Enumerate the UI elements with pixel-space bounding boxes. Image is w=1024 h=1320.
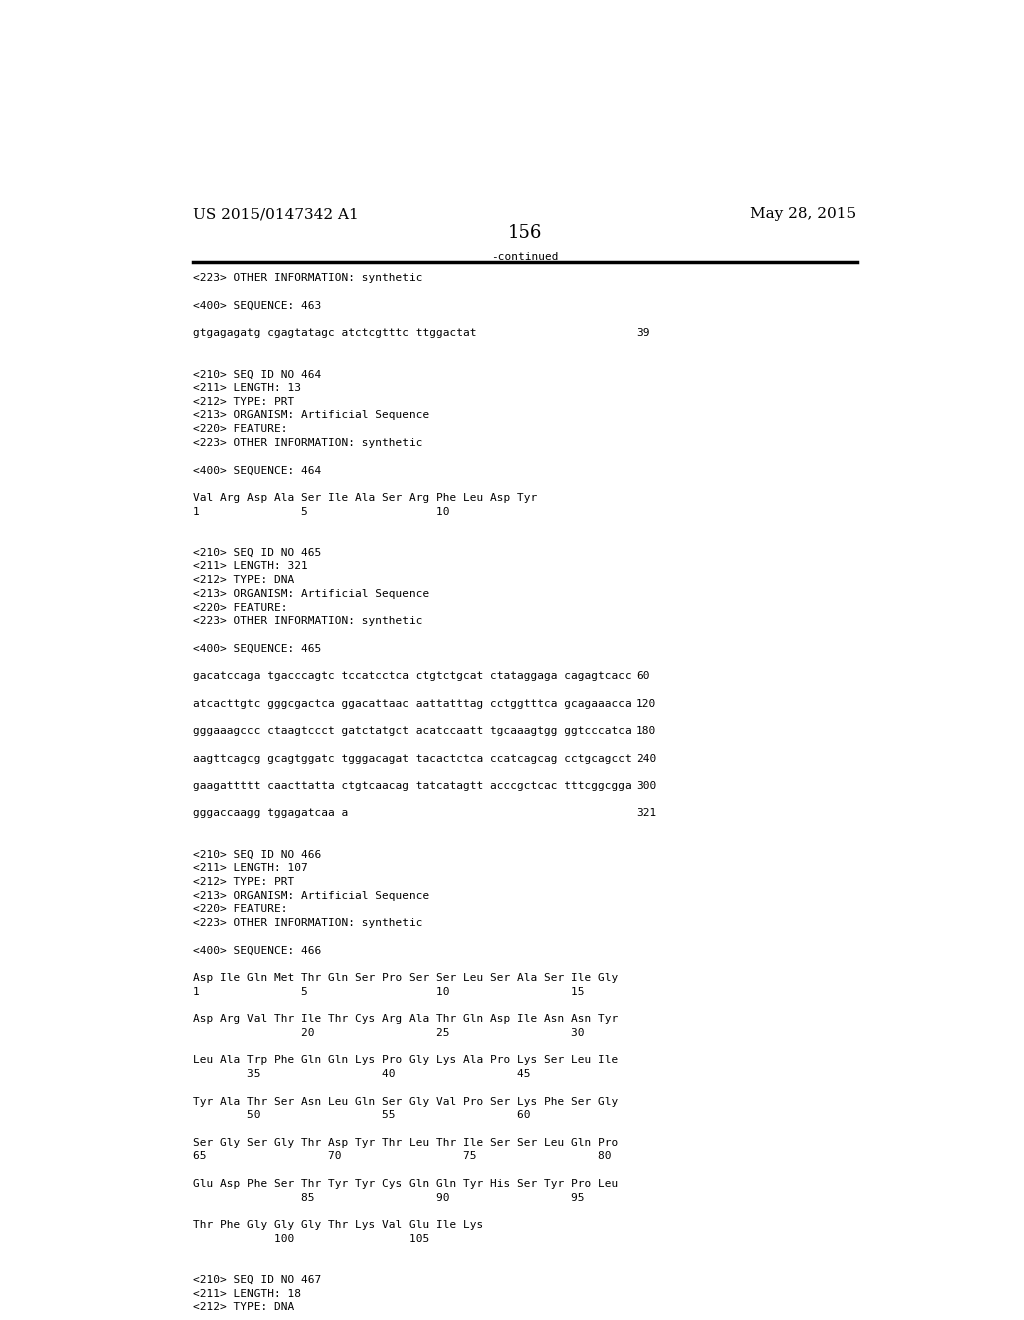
Text: 321: 321 <box>636 808 656 818</box>
Text: gtgagagatg cgagtatagc atctcgtttc ttggactat: gtgagagatg cgagtatagc atctcgtttc ttggact… <box>194 329 476 338</box>
Text: <210> SEQ ID NO 467: <210> SEQ ID NO 467 <box>194 1275 322 1284</box>
Text: Tyr Ala Thr Ser Asn Leu Gln Ser Gly Val Pro Ser Lys Phe Ser Gly: Tyr Ala Thr Ser Asn Leu Gln Ser Gly Val … <box>194 1097 618 1106</box>
Text: <211> LENGTH: 321: <211> LENGTH: 321 <box>194 561 308 572</box>
Text: <212> TYPE: PRT: <212> TYPE: PRT <box>194 397 294 407</box>
Text: gacatccaga tgacccagtc tccatcctca ctgtctgcat ctataggaga cagagtcacc: gacatccaga tgacccagtc tccatcctca ctgtctg… <box>194 671 632 681</box>
Text: <210> SEQ ID NO 464: <210> SEQ ID NO 464 <box>194 370 322 379</box>
Text: 85                  90                  95: 85 90 95 <box>194 1192 585 1203</box>
Text: 1               5                   10: 1 5 10 <box>194 507 450 516</box>
Text: Leu Ala Trp Phe Gln Gln Lys Pro Gly Lys Ala Pro Lys Ser Leu Ile: Leu Ala Trp Phe Gln Gln Lys Pro Gly Lys … <box>194 1056 618 1065</box>
Text: aagttcagcg gcagtggatc tgggacagat tacactctca ccatcagcag cctgcagcct: aagttcagcg gcagtggatc tgggacagat tacactc… <box>194 754 632 763</box>
Text: <213> ORGANISM: Artificial Sequence: <213> ORGANISM: Artificial Sequence <box>194 891 429 900</box>
Text: <400> SEQUENCE: 465: <400> SEQUENCE: 465 <box>194 644 322 653</box>
Text: <220> FEATURE:: <220> FEATURE: <box>194 424 288 434</box>
Text: -continued: -continued <box>492 252 558 261</box>
Text: 240: 240 <box>636 754 656 763</box>
Text: gaagattttt caacttatta ctgtcaacag tatcatagtt acccgctcac tttcggcgga: gaagattttt caacttatta ctgtcaacag tatcata… <box>194 781 632 791</box>
Text: 100                 105: 100 105 <box>194 1234 429 1243</box>
Text: 120: 120 <box>636 698 656 709</box>
Text: 35                  40                  45: 35 40 45 <box>194 1069 530 1078</box>
Text: 20                  25                  30: 20 25 30 <box>194 1028 585 1038</box>
Text: Glu Asp Phe Ser Thr Tyr Tyr Cys Gln Gln Tyr His Ser Tyr Pro Leu: Glu Asp Phe Ser Thr Tyr Tyr Cys Gln Gln … <box>194 1179 618 1189</box>
Text: <211> LENGTH: 18: <211> LENGTH: 18 <box>194 1288 301 1299</box>
Text: <212> TYPE: PRT: <212> TYPE: PRT <box>194 876 294 887</box>
Text: gggaccaagg tggagatcaa a: gggaccaagg tggagatcaa a <box>194 808 348 818</box>
Text: 1               5                   10                  15: 1 5 10 15 <box>194 987 585 997</box>
Text: gggaaagccc ctaagtccct gatctatgct acatccaatt tgcaaagtgg ggtcccatca: gggaaagccc ctaagtccct gatctatgct acatcca… <box>194 726 632 737</box>
Text: <220> FEATURE:: <220> FEATURE: <box>194 904 288 915</box>
Text: May 28, 2015: May 28, 2015 <box>751 207 856 222</box>
Text: US 2015/0147342 A1: US 2015/0147342 A1 <box>194 207 358 222</box>
Text: <223> OTHER INFORMATION: synthetic: <223> OTHER INFORMATION: synthetic <box>194 438 423 447</box>
Text: <400> SEQUENCE: 463: <400> SEQUENCE: 463 <box>194 301 322 310</box>
Text: 300: 300 <box>636 781 656 791</box>
Text: <213> ORGANISM: Artificial Sequence: <213> ORGANISM: Artificial Sequence <box>194 411 429 421</box>
Text: <212> TYPE: DNA: <212> TYPE: DNA <box>194 1303 294 1312</box>
Text: <400> SEQUENCE: 464: <400> SEQUENCE: 464 <box>194 466 322 475</box>
Text: <223> OTHER INFORMATION: synthetic: <223> OTHER INFORMATION: synthetic <box>194 273 423 284</box>
Text: 65                  70                  75                  80: 65 70 75 80 <box>194 1151 611 1162</box>
Text: Asp Ile Gln Met Thr Gln Ser Pro Ser Ser Leu Ser Ala Ser Ile Gly: Asp Ile Gln Met Thr Gln Ser Pro Ser Ser … <box>194 973 618 983</box>
Text: <400> SEQUENCE: 466: <400> SEQUENCE: 466 <box>194 945 322 956</box>
Text: <223> OTHER INFORMATION: synthetic: <223> OTHER INFORMATION: synthetic <box>194 919 423 928</box>
Text: <223> OTHER INFORMATION: synthetic: <223> OTHER INFORMATION: synthetic <box>194 616 423 626</box>
Text: <213> ORGANISM: Artificial Sequence: <213> ORGANISM: Artificial Sequence <box>194 589 429 599</box>
Text: atcacttgtc gggcgactca ggacattaac aattatttag cctggtttca gcagaaacca: atcacttgtc gggcgactca ggacattaac aattatt… <box>194 698 632 709</box>
Text: 60: 60 <box>636 671 649 681</box>
Text: <210> SEQ ID NO 465: <210> SEQ ID NO 465 <box>194 548 322 557</box>
Text: Asp Arg Val Thr Ile Thr Cys Arg Ala Thr Gln Asp Ile Asn Asn Tyr: Asp Arg Val Thr Ile Thr Cys Arg Ala Thr … <box>194 1014 618 1024</box>
Text: <212> TYPE: DNA: <212> TYPE: DNA <box>194 576 294 585</box>
Text: <211> LENGTH: 107: <211> LENGTH: 107 <box>194 863 308 874</box>
Text: 156: 156 <box>508 224 542 243</box>
Text: <210> SEQ ID NO 466: <210> SEQ ID NO 466 <box>194 850 322 859</box>
Text: Thr Phe Gly Gly Gly Thr Lys Val Glu Ile Lys: Thr Phe Gly Gly Gly Thr Lys Val Glu Ile … <box>194 1220 483 1230</box>
Text: Val Arg Asp Ala Ser Ile Ala Ser Arg Phe Leu Asp Tyr: Val Arg Asp Ala Ser Ile Ala Ser Arg Phe … <box>194 492 538 503</box>
Text: 180: 180 <box>636 726 656 737</box>
Text: <220> FEATURE:: <220> FEATURE: <box>194 602 288 612</box>
Text: <211> LENGTH: 13: <211> LENGTH: 13 <box>194 383 301 393</box>
Text: Ser Gly Ser Gly Thr Asp Tyr Thr Leu Thr Ile Ser Ser Leu Gln Pro: Ser Gly Ser Gly Thr Asp Tyr Thr Leu Thr … <box>194 1138 618 1147</box>
Text: 50                  55                  60: 50 55 60 <box>194 1110 530 1121</box>
Text: 39: 39 <box>636 329 649 338</box>
